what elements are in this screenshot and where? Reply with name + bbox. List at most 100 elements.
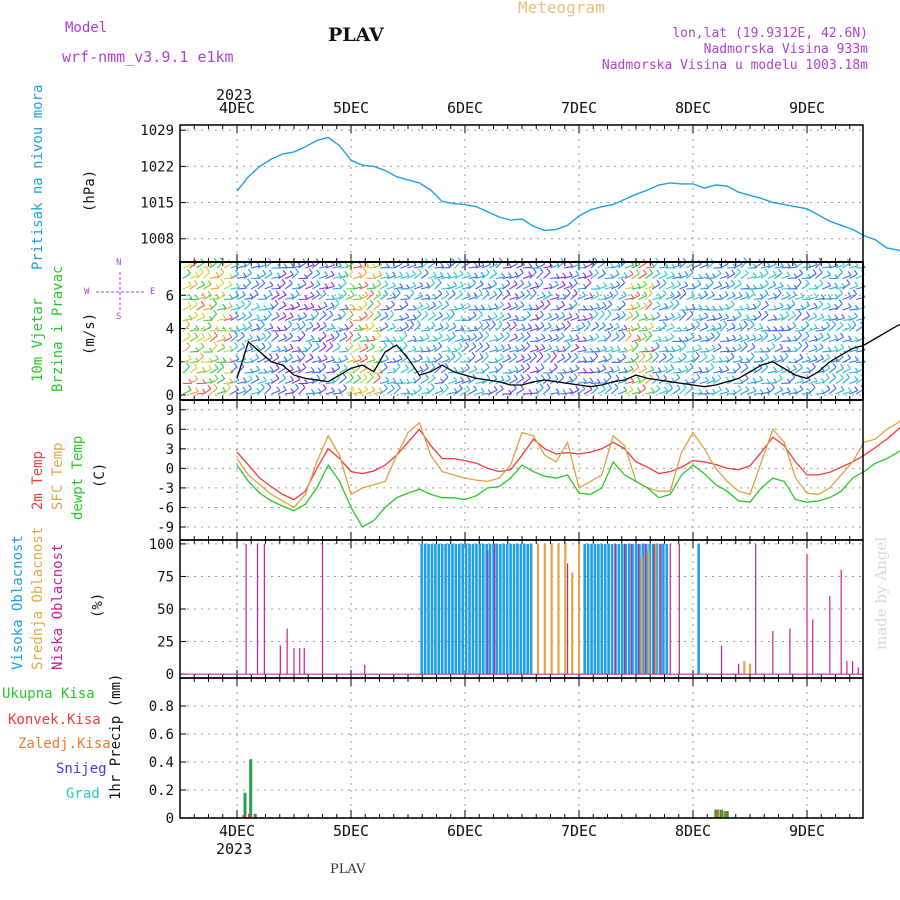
wind-barb — [726, 338, 736, 343]
wind-barb — [760, 304, 769, 311]
wind-barb-flag — [826, 363, 831, 369]
wind-barb — [414, 285, 423, 290]
wind-barb-flag — [765, 353, 770, 359]
wind-barb-flag — [600, 309, 605, 315]
station-title: PLAV — [328, 24, 384, 46]
wind-barb — [631, 326, 641, 332]
wind-barb — [787, 376, 796, 384]
wind-barb-flag — [342, 373, 347, 379]
wind-barb — [291, 305, 300, 311]
wind-barb-flag — [513, 321, 517, 326]
wind-barb-flag — [290, 292, 295, 298]
wind-barb — [522, 275, 532, 280]
wind-barb-flag — [514, 366, 519, 371]
wind-barb — [794, 313, 802, 321]
wind-barb — [366, 368, 376, 374]
wind-barb-flag — [743, 257, 748, 262]
wind-barb — [305, 272, 313, 279]
wind-barb — [325, 285, 335, 290]
wind-barb — [196, 272, 204, 279]
wind-barb-flag — [731, 269, 736, 275]
wind-barb — [209, 335, 218, 342]
wind-barb — [821, 367, 831, 374]
wind-barb — [332, 265, 342, 269]
wind-barb-flag — [697, 280, 702, 285]
wind-barb — [720, 391, 730, 395]
wind-barb — [488, 273, 497, 279]
wind-barb — [332, 275, 342, 280]
wind-barb-flag — [235, 385, 239, 391]
wind-barb — [543, 265, 553, 269]
wind-barb — [216, 272, 225, 279]
wind-barb — [203, 264, 213, 269]
wind-barb-flag — [308, 268, 313, 273]
wind-barb-flag — [276, 326, 281, 331]
wind-barb-flag — [581, 321, 586, 327]
wind-barb-flag — [222, 357, 227, 362]
wind-barb — [740, 367, 749, 374]
wind-barb-flag — [526, 363, 531, 368]
wind-barb-flag — [452, 322, 457, 327]
wind-barb — [624, 334, 632, 342]
wind-barb-flag — [759, 389, 764, 394]
wind-barb-flag — [331, 387, 335, 392]
wind-barb-flag — [657, 293, 662, 298]
wind-barb — [393, 387, 401, 395]
wind-barb-flag — [608, 353, 613, 358]
wind-barb-flag — [426, 293, 431, 299]
wind-barb-flag — [575, 270, 580, 276]
wind-barb-flag — [589, 312, 594, 318]
wind-barb-flag — [507, 312, 512, 318]
wind-barb — [509, 324, 517, 332]
wind-barb-flag — [534, 324, 539, 329]
wind-barb — [509, 356, 517, 363]
wind-barb-flag — [711, 324, 716, 330]
wind-barb — [774, 335, 783, 342]
day-label-top: 9DEC — [789, 99, 825, 117]
wind-barb — [740, 389, 750, 395]
wind-barb-flag — [506, 289, 511, 295]
wind-barb — [196, 296, 206, 301]
wind-barb — [502, 276, 512, 280]
wind-barb-flag — [397, 383, 401, 389]
wind-barb — [815, 336, 824, 342]
wind-barb — [638, 387, 646, 395]
wind-barb-flag — [820, 313, 825, 318]
wind-barb-flag — [228, 302, 233, 307]
wind-barb — [502, 283, 511, 290]
wind-barb-flag — [534, 281, 539, 287]
wind-barb-flag — [377, 290, 382, 295]
wind-barb-flag — [363, 300, 368, 305]
wind-barb-flag — [256, 387, 261, 393]
wind-barb — [481, 334, 490, 342]
wind-barb — [774, 285, 784, 290]
wind-barb-flag — [744, 363, 749, 369]
wind-barb-flag — [670, 332, 675, 338]
wind-barb — [733, 366, 741, 374]
wind-barb-flag — [370, 289, 375, 295]
wind-barb-flag — [589, 377, 594, 383]
wind-barb-flag — [561, 332, 565, 337]
wind-barb — [685, 272, 694, 279]
wind-barb — [842, 262, 851, 269]
wind-barb-flag — [738, 343, 743, 349]
wind-barb — [481, 293, 490, 300]
wind-barb — [583, 263, 593, 269]
wind-barb — [774, 358, 784, 364]
wind-barb — [774, 265, 784, 269]
wind-barb-flag — [826, 385, 831, 390]
wind-barb-flag — [678, 336, 683, 342]
wind-barb-flag — [813, 355, 818, 360]
wind-barb — [597, 349, 607, 353]
y-tick-label: 1029 — [140, 123, 174, 139]
wind-barb-flag — [573, 299, 578, 305]
wind-barb — [590, 387, 599, 395]
wind-barb — [597, 305, 607, 311]
wind-barb — [835, 264, 845, 269]
wind-barb — [325, 345, 334, 353]
day-label-top: 8DEC — [675, 99, 711, 117]
wind-barb — [298, 262, 307, 269]
wind-barb-flag — [662, 321, 667, 326]
wind-barb — [692, 296, 702, 301]
wind-barb — [617, 357, 627, 363]
